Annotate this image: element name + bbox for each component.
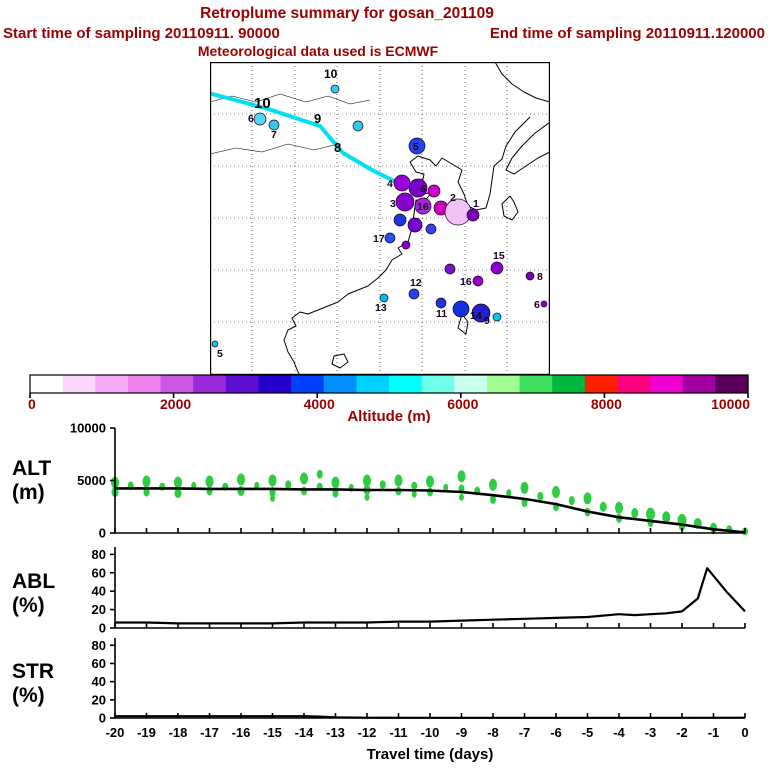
svg-text:10: 10 (254, 95, 271, 112)
svg-text:80: 80 (92, 547, 106, 562)
svg-text:9: 9 (484, 315, 490, 327)
svg-text:20: 20 (92, 692, 106, 707)
svg-text:0: 0 (741, 725, 748, 740)
timeseries-panels: ALT (m) ABL (%) STR (%) 0 5000 10000 0 20 40… (12, 421, 749, 764)
svg-text:10000: 10000 (711, 396, 750, 412)
svg-text:4: 4 (387, 178, 393, 190)
svg-text:10000: 10000 (70, 421, 106, 436)
svg-text:60: 60 (92, 565, 106, 580)
svg-text:7: 7 (271, 129, 277, 141)
abl-panel: 0 20 40 60 80 (92, 547, 746, 636)
taiwan-coastline (457, 313, 469, 335)
svg-text:-10: -10 (421, 725, 440, 740)
svg-text:2000: 2000 (160, 396, 191, 412)
svg-text:16: 16 (460, 276, 472, 288)
svg-text:9: 9 (314, 111, 321, 126)
svg-text:80: 80 (92, 638, 106, 653)
met-source-label: Meteorological data used is ECMWF (197, 43, 439, 59)
svg-text:-11: -11 (389, 725, 407, 740)
colorbar-frame (29, 374, 749, 394)
svg-text:15: 15 (493, 250, 505, 262)
svg-text:3: 3 (390, 198, 396, 210)
svg-text:10: 10 (324, 67, 338, 81)
svg-text:6000: 6000 (447, 396, 478, 412)
svg-text:8: 8 (334, 140, 341, 155)
svg-text:60: 60 (92, 656, 106, 671)
page-title: Retroplume summary for gosan_201109 (200, 5, 494, 22)
trajectory-line (210, 92, 402, 186)
svg-text:-12: -12 (358, 725, 377, 740)
svg-text:-13: -13 (326, 725, 345, 740)
alt-panel: 0 5000 10000 (70, 421, 748, 541)
abl-panel-unit: (%) (12, 594, 45, 617)
svg-text:40: 40 (92, 674, 106, 689)
altitude-colorbar: 0 2000 4000 6000 8000 10000 Altitude (m) (28, 374, 750, 423)
svg-text:-1: -1 (708, 725, 720, 740)
svg-text:-4: -4 (613, 725, 625, 740)
svg-text:13: 13 (375, 302, 387, 314)
svg-text:2: 2 (450, 192, 456, 204)
svg-text:-6: -6 (550, 725, 562, 740)
svg-text:-16: -16 (232, 725, 251, 740)
svg-text:0: 0 (99, 621, 106, 636)
svg-text:-20: -20 (106, 725, 125, 740)
str-panel: 0 20 40 60 80 (92, 638, 746, 726)
str-panel-unit: (%) (12, 684, 45, 707)
travel-time-tick-labels: -20 -19 -18 -17 -16 -15 -14 -13 -12 -11 -10 -9 -8 -7-… (106, 725, 749, 740)
svg-text:40: 40 (92, 584, 106, 599)
svg-text:6: 6 (420, 183, 426, 195)
svg-text:8000: 8000 (591, 396, 622, 412)
hainan-coastline (331, 353, 349, 369)
colorbar-ticks: 0 2000 4000 6000 8000 10000 (28, 393, 750, 412)
travel-day-labels: 10 98 10 (254, 67, 341, 155)
svg-text:-7: -7 (519, 725, 531, 740)
svg-text:-2: -2 (676, 725, 688, 740)
svg-text:0: 0 (99, 711, 106, 726)
start-time-label: Start time of sampling 20110911. 90000 (3, 25, 280, 42)
sampling-times-row: Start time of sampling 20110911. 90000 E… (0, 25, 768, 42)
svg-text:-5: -5 (582, 725, 594, 740)
alt-panel-label: ALT (12, 457, 51, 480)
svg-text:-9: -9 (456, 725, 468, 740)
russia-coastline (494, 62, 550, 103)
travel-time-axis-label: Travel time (days) (367, 746, 494, 763)
japan-honshu-coastline (505, 121, 550, 175)
svg-text:11: 11 (436, 308, 447, 320)
country-border-mongolia (210, 143, 339, 155)
svg-text:16: 16 (417, 201, 429, 213)
svg-text:-18: -18 (169, 725, 188, 740)
svg-text:1: 1 (473, 198, 479, 210)
end-time-label: End time of sampling 20110911.120000 (489, 25, 765, 42)
svg-text:17: 17 (373, 233, 385, 245)
svg-text:0: 0 (28, 396, 36, 412)
svg-text:-8: -8 (487, 725, 499, 740)
svg-text:-17: -17 (200, 725, 219, 740)
svg-text:0: 0 (99, 526, 106, 541)
svg-text:5000: 5000 (77, 473, 106, 488)
abl-panel-label: ABL (12, 570, 55, 593)
svg-text:20: 20 (92, 602, 106, 617)
svg-text:8: 8 (537, 271, 543, 283)
svg-text:6: 6 (534, 299, 540, 311)
alt-panel-unit: (m) (12, 481, 45, 504)
svg-text:-15: -15 (263, 725, 282, 740)
svg-text:-3: -3 (645, 725, 657, 740)
svg-text:5: 5 (217, 348, 223, 360)
map-frame (210, 62, 550, 375)
svg-text:6: 6 (248, 113, 254, 125)
svg-text:12: 12 (410, 277, 422, 289)
svg-text:-19: -19 (137, 725, 156, 740)
svg-text:14: 14 (470, 310, 482, 322)
kyushu-coastline (501, 195, 519, 221)
str-panel-label: STR (12, 660, 54, 683)
svg-text:4000: 4000 (304, 396, 335, 412)
country-border-north (210, 93, 371, 105)
colorbar-segments (30, 375, 749, 393)
svg-text:-14: -14 (295, 725, 315, 740)
svg-text:5: 5 (413, 141, 419, 153)
colorbar-label: Altitude (m) (347, 408, 430, 423)
